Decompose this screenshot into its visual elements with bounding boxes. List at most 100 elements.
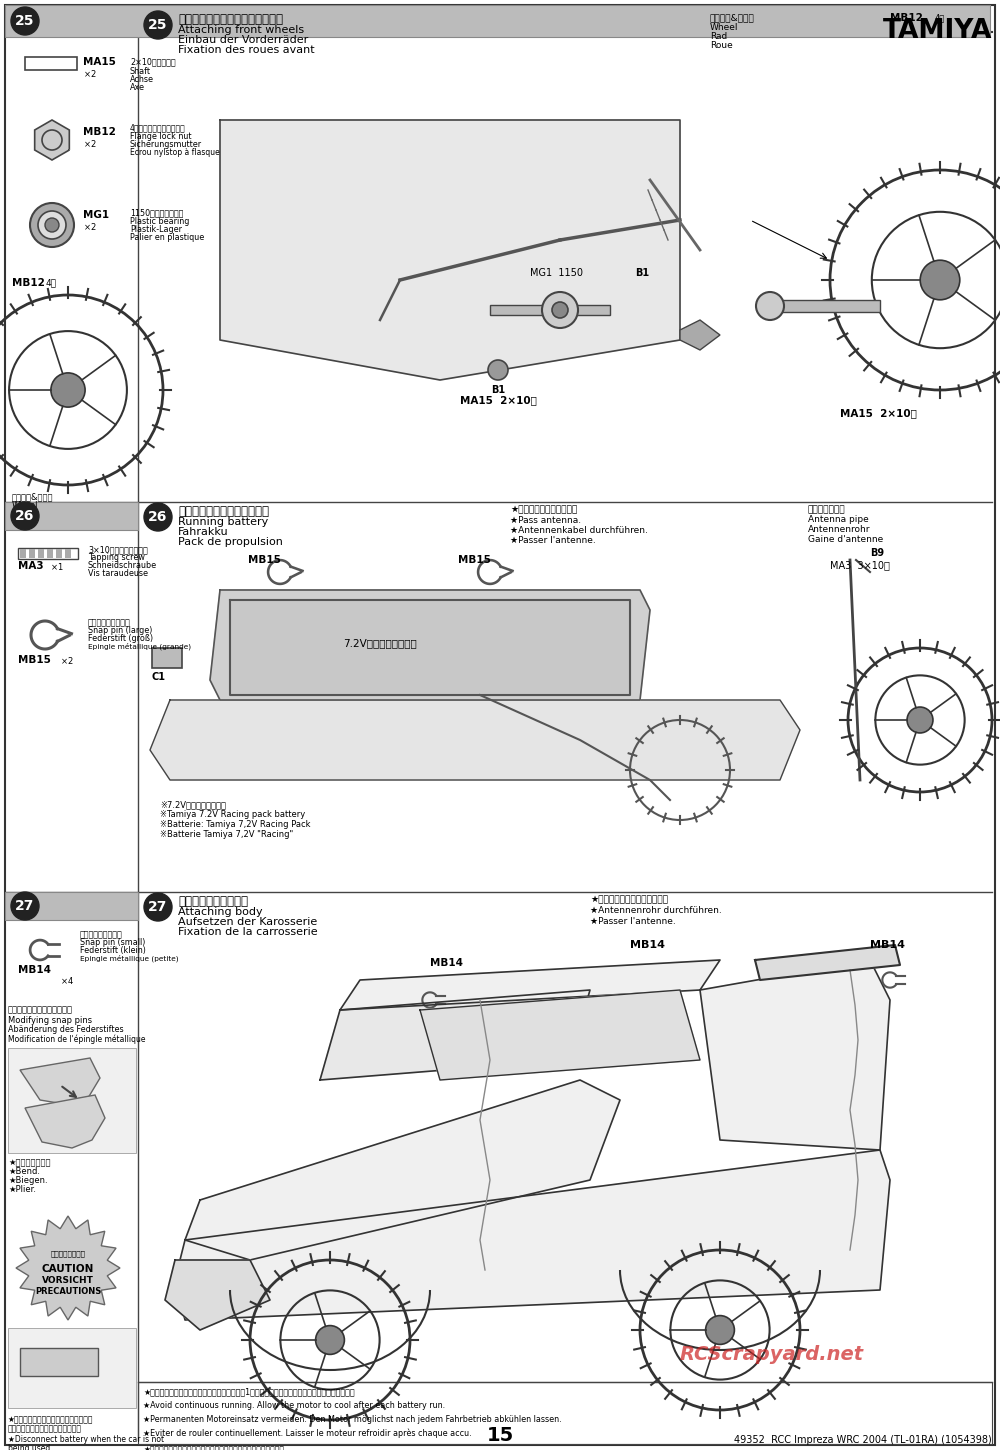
Text: MG1  1150: MG1 1150 <box>530 268 583 278</box>
Circle shape <box>907 708 933 732</box>
Text: Modification de l'épingle métallique: Modification de l'épingle métallique <box>8 1034 146 1044</box>
Text: Federstift (klein): Federstift (klein) <box>80 945 146 956</box>
Text: ホイール&タイヤ: ホイール&タイヤ <box>710 13 755 22</box>
Circle shape <box>144 12 172 39</box>
Polygon shape <box>420 990 700 1080</box>
Text: Attaching body: Attaching body <box>178 908 263 916</box>
Text: Vis taraudeuse: Vis taraudeuse <box>88 568 148 579</box>
Bar <box>138 1382 992 1444</box>
Text: 〈スナップピンの折り曲げ〉: 〈スナップピンの折り曲げ〉 <box>8 1005 73 1014</box>
Text: VORSICHT: VORSICHT <box>42 1276 94 1285</box>
Text: MB15: MB15 <box>458 555 491 566</box>
Text: B9: B9 <box>870 548 884 558</box>
Text: being used.: being used. <box>8 1444 53 1450</box>
Text: MB14: MB14 <box>18 966 51 974</box>
Text: B1: B1 <box>635 268 649 278</box>
Bar <box>8 1048 136 1153</box>
Circle shape <box>756 291 784 320</box>
Text: Plastik-Lager: Plastik-Lager <box>130 225 182 233</box>
Text: Einbau der Vorderräder: Einbau der Vorderräder <box>178 35 308 45</box>
Text: CAUTION: CAUTION <box>42 1264 94 1275</box>
Bar <box>152 648 182 668</box>
Bar <box>56 550 62 558</box>
Text: ★Eviter de rouler continuellement. Laisser le moteur refroidir après chaque accu: ★Eviter de rouler continuellement. Laiss… <box>143 1430 472 1438</box>
Bar <box>25 57 77 70</box>
Text: 4㎜フランジロックナット: 4㎜フランジロックナット <box>130 123 186 132</box>
Text: ★Bend.: ★Bend. <box>8 1167 40 1176</box>
Polygon shape <box>25 1095 105 1148</box>
Bar <box>490 304 610 315</box>
Circle shape <box>920 260 960 300</box>
Text: PRECAUTIONS: PRECAUTIONS <box>35 1288 101 1296</box>
Polygon shape <box>185 1080 620 1260</box>
Text: Fixation de la carrosserie: Fixation de la carrosserie <box>178 927 318 937</box>
Bar <box>29 550 35 558</box>
Text: Epingle métallique (grande): Epingle métallique (grande) <box>88 642 191 650</box>
Text: ※Batterie Tamiya 7,2V "Racing": ※Batterie Tamiya 7,2V "Racing" <box>160 829 293 840</box>
Text: ★連続走行はモーターを傷めます。バッテリー1本分走行させたら、モーターを休ませましょう。: ★連続走行はモーターを傷めます。バッテリー1本分走行させたら、モーターを休ませま… <box>143 1388 355 1396</box>
Text: B1: B1 <box>491 386 505 394</box>
Text: $\times$2: $\times$2 <box>83 68 96 78</box>
Bar <box>5 892 138 919</box>
Polygon shape <box>320 990 590 1080</box>
Text: MA15  2×10㎜: MA15 2×10㎜ <box>460 394 537 405</box>
Circle shape <box>144 893 172 921</box>
Text: ★Antennenrohr durchführen.: ★Antennenrohr durchführen. <box>590 906 722 915</box>
Text: TAMIYA: TAMIYA <box>883 17 992 44</box>
Text: Snap pin (large): Snap pin (large) <box>88 626 152 635</box>
Text: 27: 27 <box>15 899 35 914</box>
Bar <box>65 550 71 558</box>
Text: ★アンテナ線を通します。: ★アンテナ線を通します。 <box>510 505 577 513</box>
Circle shape <box>542 291 578 328</box>
Text: ★Permanenten Motoreinsatz vermeiden. Den Motor möglichst nach jedem Fahrbetrieb : ★Permanenten Motoreinsatz vermeiden. Den… <box>143 1415 562 1424</box>
Text: MB12: MB12 <box>890 13 923 23</box>
Text: MA3: MA3 <box>18 561 44 571</box>
Bar <box>5 502 138 531</box>
Text: Plastic bearing: Plastic bearing <box>130 218 189 226</box>
Circle shape <box>51 373 85 407</box>
Circle shape <box>706 1315 734 1344</box>
Bar <box>5 4 138 35</box>
Bar <box>20 1348 98 1376</box>
Text: Aufsetzen der Karosserie: Aufsetzen der Karosserie <box>178 916 317 927</box>
Text: 4㎜: 4㎜ <box>935 13 945 22</box>
Text: ★Avoid continuous running. Allow the motor to cool after each battery run.: ★Avoid continuous running. Allow the mot… <box>143 1401 445 1409</box>
Text: Modifying snap pins: Modifying snap pins <box>8 1016 92 1025</box>
Text: Rad: Rad <box>12 509 28 518</box>
Bar <box>20 550 26 558</box>
Bar <box>38 550 44 558</box>
Bar <box>47 550 53 558</box>
Text: Attaching front wheels: Attaching front wheels <box>178 25 304 35</box>
Text: $\times$2: $\times$2 <box>83 138 96 149</box>
Text: MB14: MB14 <box>870 940 905 950</box>
Text: 7.2Vレーシングパック: 7.2Vレーシングパック <box>343 638 417 648</box>
Text: ★Biegen.: ★Biegen. <box>8 1176 48 1185</box>
Bar <box>5 4 990 38</box>
Polygon shape <box>150 700 800 780</box>
Text: 25: 25 <box>15 14 35 28</box>
Text: 27: 27 <box>148 900 168 914</box>
Text: ★Antennenkabel durchführen.: ★Antennenkabel durchführen. <box>510 526 648 535</box>
Text: MG1: MG1 <box>83 210 109 220</box>
Text: 注意してください: 注意してください <box>50 1250 86 1257</box>
Circle shape <box>316 1325 344 1354</box>
Text: MB14: MB14 <box>630 940 665 950</box>
Text: MB15: MB15 <box>248 555 281 566</box>
Text: ※Tamiya 7.2V Racing pack battery: ※Tamiya 7.2V Racing pack battery <box>160 811 305 819</box>
Polygon shape <box>16 1217 120 1320</box>
Text: Federstift (groß): Federstift (groß) <box>88 634 153 642</box>
Circle shape <box>552 302 568 318</box>
Text: Antennenrohr: Antennenrohr <box>808 525 870 534</box>
Text: ★アンテナパイプを通します。: ★アンテナパイプを通します。 <box>590 895 668 903</box>
Text: ※Batterie: Tamiya 7,2V Racing Pack: ※Batterie: Tamiya 7,2V Racing Pack <box>160 821 310 829</box>
Text: 《フロントホイールの取り付け》: 《フロントホイールの取り付け》 <box>178 13 283 26</box>
Polygon shape <box>175 1150 890 1320</box>
Text: 2×10㎜シャフト: 2×10㎜シャフト <box>130 57 176 67</box>
Circle shape <box>11 502 39 531</box>
Text: スナップピン（大）: スナップピン（大） <box>88 618 131 626</box>
Circle shape <box>144 503 172 531</box>
Text: Wheel: Wheel <box>12 502 38 510</box>
Text: Axe: Axe <box>130 83 145 91</box>
Text: Palier en plastique: Palier en plastique <box>130 233 204 242</box>
Bar <box>18 548 78 560</box>
